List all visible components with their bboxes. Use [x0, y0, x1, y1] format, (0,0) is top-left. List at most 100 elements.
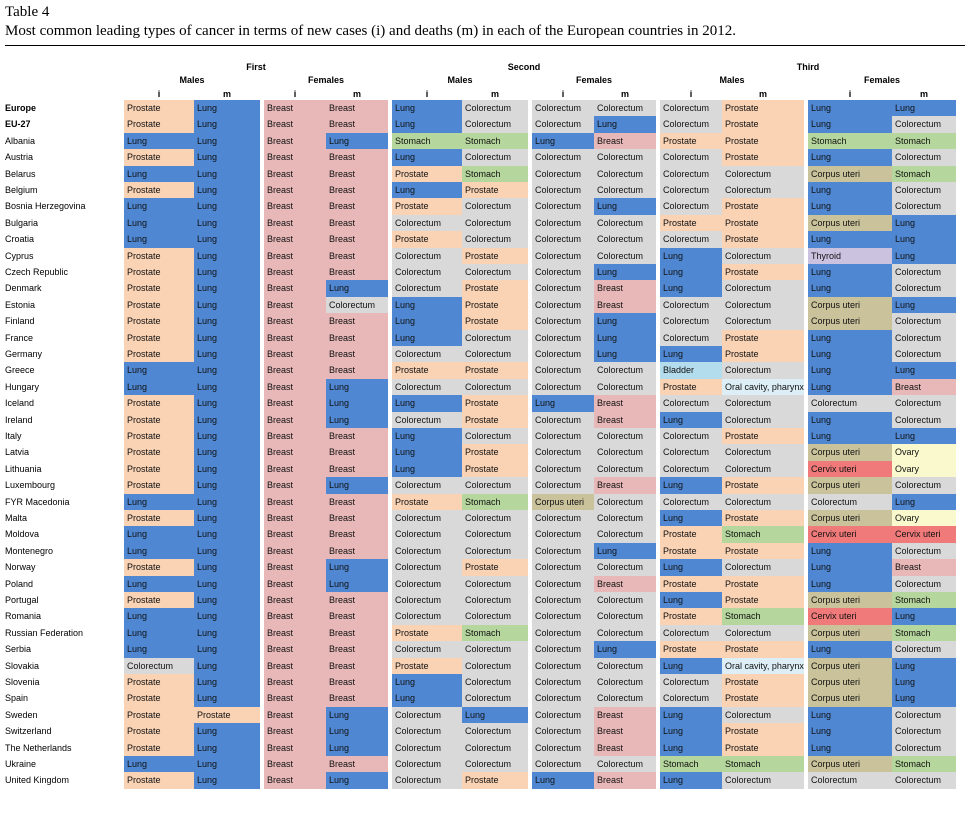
- cancer-type-cell: Breast: [264, 411, 326, 429]
- cancer-type-cell: Lung: [194, 460, 260, 478]
- cancer-type-cell: Colorectum: [660, 149, 722, 167]
- cancer-type-cell: Lung: [808, 346, 892, 363]
- cancer-type-cell: Colorectum: [594, 608, 656, 626]
- sex-header-males-second: Males: [447, 75, 473, 85]
- cancer-type-cell: Prostate: [660, 608, 722, 626]
- country-label: Malta: [5, 513, 28, 523]
- cancer-type-cell: Lung: [808, 149, 892, 167]
- cancer-type-cell: Prostate: [124, 592, 194, 609]
- cancer-type-cell: Prostate: [722, 641, 804, 659]
- country-label: Slovenia: [5, 677, 40, 687]
- cancer-type-cell: Colorectum: [392, 411, 462, 429]
- cancer-type-cell: Colorectum: [594, 460, 656, 478]
- cancer-type-cell: Breast: [264, 772, 326, 790]
- country-label: Ukraine: [5, 759, 37, 769]
- cancer-type-cell: Lung: [808, 264, 892, 281]
- table-row: Czech Republic Prostate Lung Breast Breast Co…: [0, 264, 978, 281]
- cancer-type-cell: Breast: [264, 329, 326, 347]
- cancer-type-cell: Breast: [326, 510, 388, 527]
- cancer-type-cell: Colorectum: [392, 575, 462, 593]
- cancer-type-cell: Breast: [264, 624, 326, 642]
- cancer-type-cell: Colorectum: [892, 575, 956, 593]
- cancer-type-cell: Prostate: [722, 132, 804, 150]
- cancer-type-cell: Lung: [392, 313, 462, 331]
- cancer-type-cell: Prostate: [124, 411, 194, 429]
- cancer-type-cell: Lung: [194, 296, 260, 314]
- table-row: Malta Prostate Lung Breast Breast Colorectum C…: [0, 510, 978, 527]
- cancer-type-cell: Colorectum: [892, 411, 956, 429]
- cancer-type-cell: Lung: [660, 477, 722, 495]
- table-row: Sweden Prostate Prostate Breast Lung Colorect…: [0, 706, 978, 724]
- country-label: Greece: [5, 365, 35, 376]
- cancer-type-cell: Lung: [808, 723, 892, 741]
- cancer-type-cell: Colorectum: [660, 329, 722, 347]
- cancer-type-cell: Lung: [194, 739, 260, 757]
- cancer-type-cell: Lung: [892, 690, 956, 708]
- cancer-type-cell: Breast: [326, 641, 388, 659]
- cancer-type-cell: Colorectum: [594, 657, 656, 675]
- cancer-type-cell: Lung: [194, 247, 260, 265]
- cancer-type-cell: Stomach: [892, 624, 956, 642]
- cancer-type-cell: Colorectum: [532, 739, 594, 757]
- cancer-type-cell: Prostate: [722, 100, 804, 117]
- cancer-type-cell: Breast: [326, 313, 388, 331]
- cancer-type-cell: Lung: [326, 411, 388, 429]
- cancer-type-cell: Breast: [594, 575, 656, 593]
- cancer-type-cell: Breast: [264, 657, 326, 675]
- cancer-type-cell: Breast: [326, 444, 388, 462]
- cancer-type-cell: Lung: [594, 264, 656, 281]
- cancer-type-cell: Colorectum: [124, 657, 194, 675]
- cancer-type-cell: Stomach: [660, 756, 722, 773]
- table-row: United Kingdom Prostate Lung Breast Lung Colo…: [0, 772, 978, 790]
- cancer-type-cell: Colorectum: [532, 214, 594, 232]
- cancer-type-cell: Lung: [808, 559, 892, 577]
- measure-header-mortality: m: [758, 89, 767, 99]
- cancer-type-cell: Prostate: [392, 493, 462, 511]
- cancer-type-cell: Prostate: [124, 313, 194, 331]
- cancer-type-cell: Lung: [124, 378, 194, 396]
- country-label: Slovakia: [5, 660, 40, 671]
- cancer-type-cell: Thyroid: [808, 247, 892, 265]
- cancer-type-cell: Colorectum: [462, 739, 528, 757]
- cancer-type-cell: Breast: [326, 674, 388, 691]
- cancer-type-cell: Colorectum: [594, 674, 656, 691]
- cancer-type-cell: Lung: [326, 477, 388, 495]
- cancer-type-cell: Colorectum: [462, 100, 528, 117]
- cancer-type-cell: Prostate: [124, 690, 194, 708]
- measure-header-mortality: m: [222, 89, 231, 99]
- cancer-type-cell: Lung: [194, 214, 260, 232]
- cancer-type-cell: Breast: [264, 296, 326, 314]
- cancer-type-cell: Breast: [264, 313, 326, 331]
- cancer-type-cell: Breast: [264, 247, 326, 265]
- country-label: Iceland: [5, 398, 35, 409]
- country-label: United Kingdom: [5, 775, 70, 786]
- cancer-type-cell: Lung: [462, 706, 528, 724]
- cancer-type-cell: Breast: [264, 116, 326, 134]
- cancer-type-cell: Lung: [594, 313, 656, 331]
- cancer-type-cell: Prostate: [124, 280, 194, 298]
- cancer-type-cell: Lung: [194, 772, 260, 790]
- cancer-type-cell: Colorectum: [892, 477, 956, 495]
- cancer-type-cell: Breast: [264, 756, 326, 773]
- cancer-type-cell: Prostate: [462, 296, 528, 314]
- cancer-type-cell: Breast: [326, 182, 388, 199]
- cancer-type-cell: Stomach: [462, 493, 528, 511]
- cancer-type-cell: Colorectum: [462, 542, 528, 560]
- cancer-type-cell: Colorectum: [660, 428, 722, 445]
- cancer-type-cell: Colorectum: [392, 346, 462, 363]
- cancer-type-cell: Lung: [660, 592, 722, 609]
- cancer-type-cell: Ovary: [892, 460, 956, 478]
- cancer-type-cell: Breast: [264, 165, 326, 183]
- cancer-type-cell: Lung: [808, 280, 892, 298]
- cancer-type-cell: Colorectum: [462, 756, 528, 773]
- table-row: EU-27 Prostate Lung Breast Breast Lung Colorec…: [0, 116, 978, 134]
- table-row: Italy Prostate Lung Breast Breast Lung Colorec…: [0, 428, 978, 445]
- cancer-type-cell: Lung: [660, 706, 722, 724]
- cancer-type-cell: Colorectum: [892, 542, 956, 560]
- cancer-type-cell: Lung: [124, 214, 194, 232]
- country-label: Belarus: [5, 168, 36, 179]
- cancer-type-cell: Prostate: [722, 214, 804, 232]
- cancer-type-cell: Colorectum: [722, 165, 804, 183]
- cancer-type-cell: Breast: [264, 346, 326, 363]
- cancer-type-cell: Lung: [326, 280, 388, 298]
